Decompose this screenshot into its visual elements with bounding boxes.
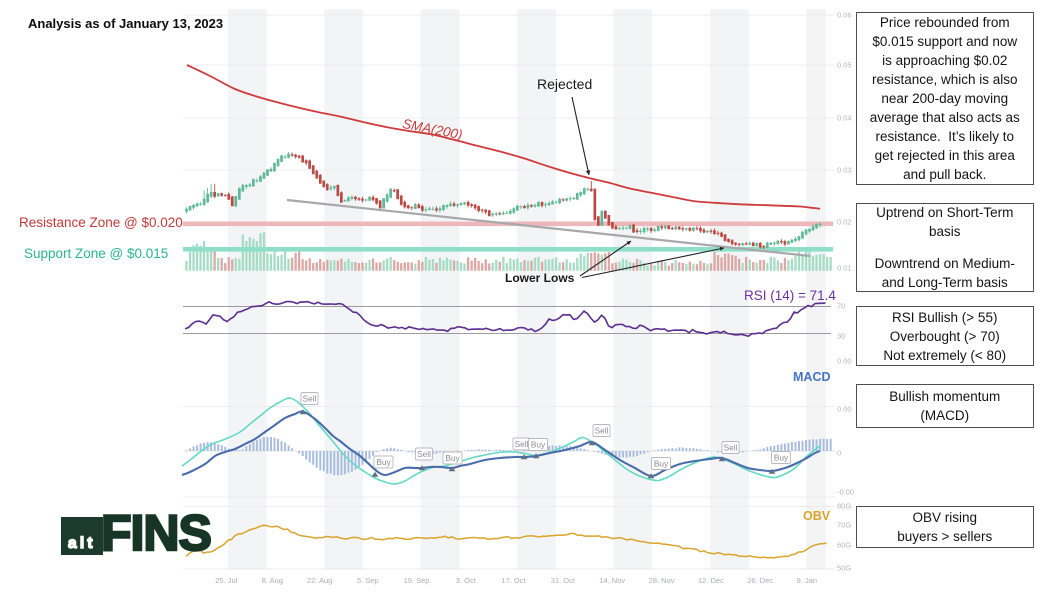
svg-text:80G: 80G (837, 502, 851, 511)
svg-text:Sell: Sell (515, 439, 529, 449)
svg-text:0.02: 0.02 (837, 218, 852, 227)
svg-text:Buy: Buy (376, 457, 391, 467)
svg-text:0: 0 (837, 449, 841, 458)
svg-text:0.00: 0.00 (837, 357, 852, 366)
svg-text:Sell: Sell (595, 426, 609, 436)
svg-text:9. Jan: 9. Jan (797, 576, 817, 585)
svg-text:12. Dec: 12. Dec (698, 576, 724, 585)
svg-text:Sell: Sell (724, 443, 738, 453)
svg-text:5. Sep: 5. Sep (357, 576, 379, 585)
svg-text:0.01: 0.01 (837, 264, 852, 273)
svg-text:Buy: Buy (654, 459, 669, 469)
svg-text:30: 30 (837, 332, 845, 341)
svg-text:Sell: Sell (303, 394, 317, 404)
svg-text:0.05: 0.05 (837, 61, 852, 70)
svg-text:28. Nov: 28. Nov (649, 576, 675, 585)
svg-text:Buy: Buy (774, 453, 789, 463)
svg-text:31. Oct: 31. Oct (551, 576, 576, 585)
svg-text:-0.00: -0.00 (837, 488, 854, 497)
svg-text:Buy: Buy (531, 440, 546, 450)
svg-text:25. Jul: 25. Jul (215, 576, 237, 585)
svg-text:70: 70 (837, 302, 845, 311)
svg-text:26. Dec: 26. Dec (747, 576, 773, 585)
svg-text:8. Aug: 8. Aug (262, 576, 283, 585)
svg-text:50G: 50G (837, 564, 851, 573)
svg-text:0.04: 0.04 (837, 114, 852, 123)
svg-text:14. Nov: 14. Nov (599, 576, 625, 585)
svg-text:Buy: Buy (445, 453, 460, 463)
svg-text:70G: 70G (837, 521, 851, 530)
svg-text:22. Aug: 22. Aug (307, 576, 332, 585)
svg-text:0.03: 0.03 (837, 166, 852, 175)
svg-text:3. Oct: 3. Oct (456, 576, 477, 585)
svg-text:60G: 60G (837, 541, 851, 550)
svg-text:0.06: 0.06 (837, 11, 852, 20)
svg-text:19. Sep: 19. Sep (404, 576, 430, 585)
svg-text:0.00: 0.00 (837, 405, 852, 414)
svg-text:17. Oct: 17. Oct (501, 576, 526, 585)
svg-text:Sell: Sell (417, 449, 431, 459)
